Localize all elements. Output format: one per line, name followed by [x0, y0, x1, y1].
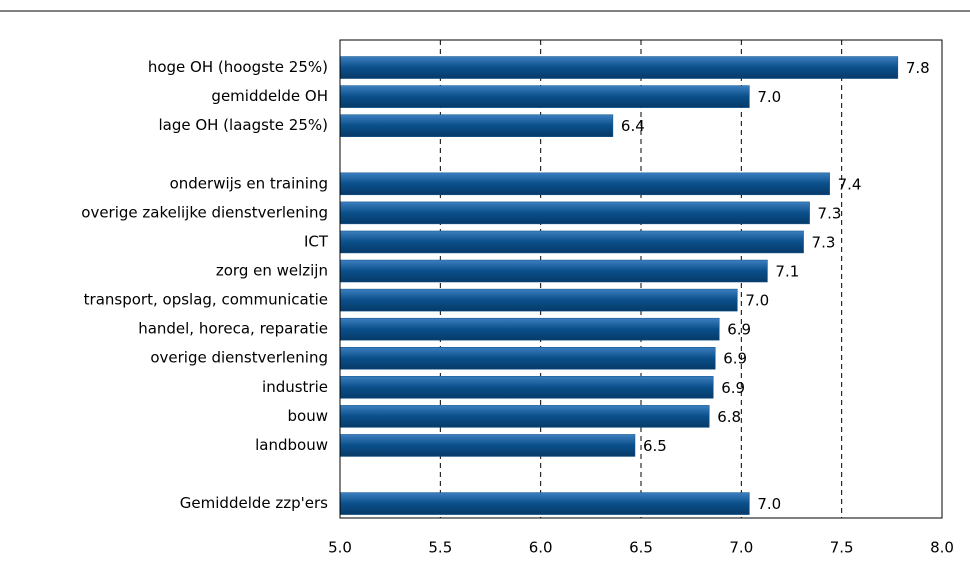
bar	[339, 317, 720, 341]
y-tick-label: handel, horeca, reparatie	[138, 320, 328, 338]
bar	[339, 230, 804, 254]
bar	[339, 201, 810, 225]
x-tick-label: 5.0	[328, 539, 352, 557]
bar	[339, 172, 830, 196]
x-tick-label: 7.0	[729, 539, 753, 557]
value-label: 6.9	[727, 321, 751, 339]
plot-frame	[339, 39, 943, 519]
value-label: 6.4	[621, 117, 645, 135]
y-tick-label: bouw	[288, 407, 328, 425]
y-tick-label: onderwijs en training	[170, 174, 328, 192]
value-label: 7.8	[906, 59, 930, 77]
y-tick-label: Gemiddelde zzp'ers	[180, 494, 328, 512]
x-tick-label: 8.0	[930, 539, 954, 557]
y-tick-label: landbouw	[255, 436, 328, 454]
value-label: 6.5	[643, 437, 667, 455]
bar	[339, 405, 710, 428]
bar	[339, 288, 738, 312]
value-label: 7.3	[812, 233, 836, 251]
y-tick-label: zorg en welzijn	[216, 262, 328, 280]
value-label: 7.4	[838, 175, 862, 193]
value-label: 7.3	[818, 204, 842, 222]
x-tick-label: 7.5	[830, 539, 854, 557]
value-label: 6.9	[721, 379, 745, 397]
bar	[339, 376, 714, 399]
y-tick-label: transport, opslag, communicatie	[84, 291, 328, 309]
y-tick-label: overige dienstverlening	[150, 349, 328, 367]
bar	[339, 346, 716, 370]
value-label: 7.0	[745, 292, 769, 310]
value-label: 6.8	[717, 408, 741, 426]
y-tick-label: ICT	[304, 232, 329, 250]
value-label: 7.1	[775, 263, 799, 281]
value-label: 7.0	[757, 88, 781, 106]
x-tick-label: 5.5	[428, 539, 452, 557]
bar	[339, 56, 899, 79]
y-tick-label: industrie	[262, 378, 328, 396]
value-label: 6.9	[723, 350, 747, 368]
x-tick-label: 6.0	[529, 539, 553, 557]
x-tick-label: 6.5	[629, 539, 653, 557]
y-tick-label: overige zakelijke dienstverlening	[81, 203, 328, 221]
y-tick-label: gemiddelde OH	[211, 87, 328, 105]
value-label: 7.0	[757, 495, 781, 513]
bar	[339, 114, 614, 137]
bar	[339, 434, 636, 457]
bar	[339, 259, 768, 283]
y-tick-label: hoge OH (hoogste 25%)	[148, 58, 328, 76]
bar	[339, 85, 750, 108]
bar	[339, 492, 750, 515]
y-tick-label: lage OH (laagste 25%)	[158, 116, 328, 134]
